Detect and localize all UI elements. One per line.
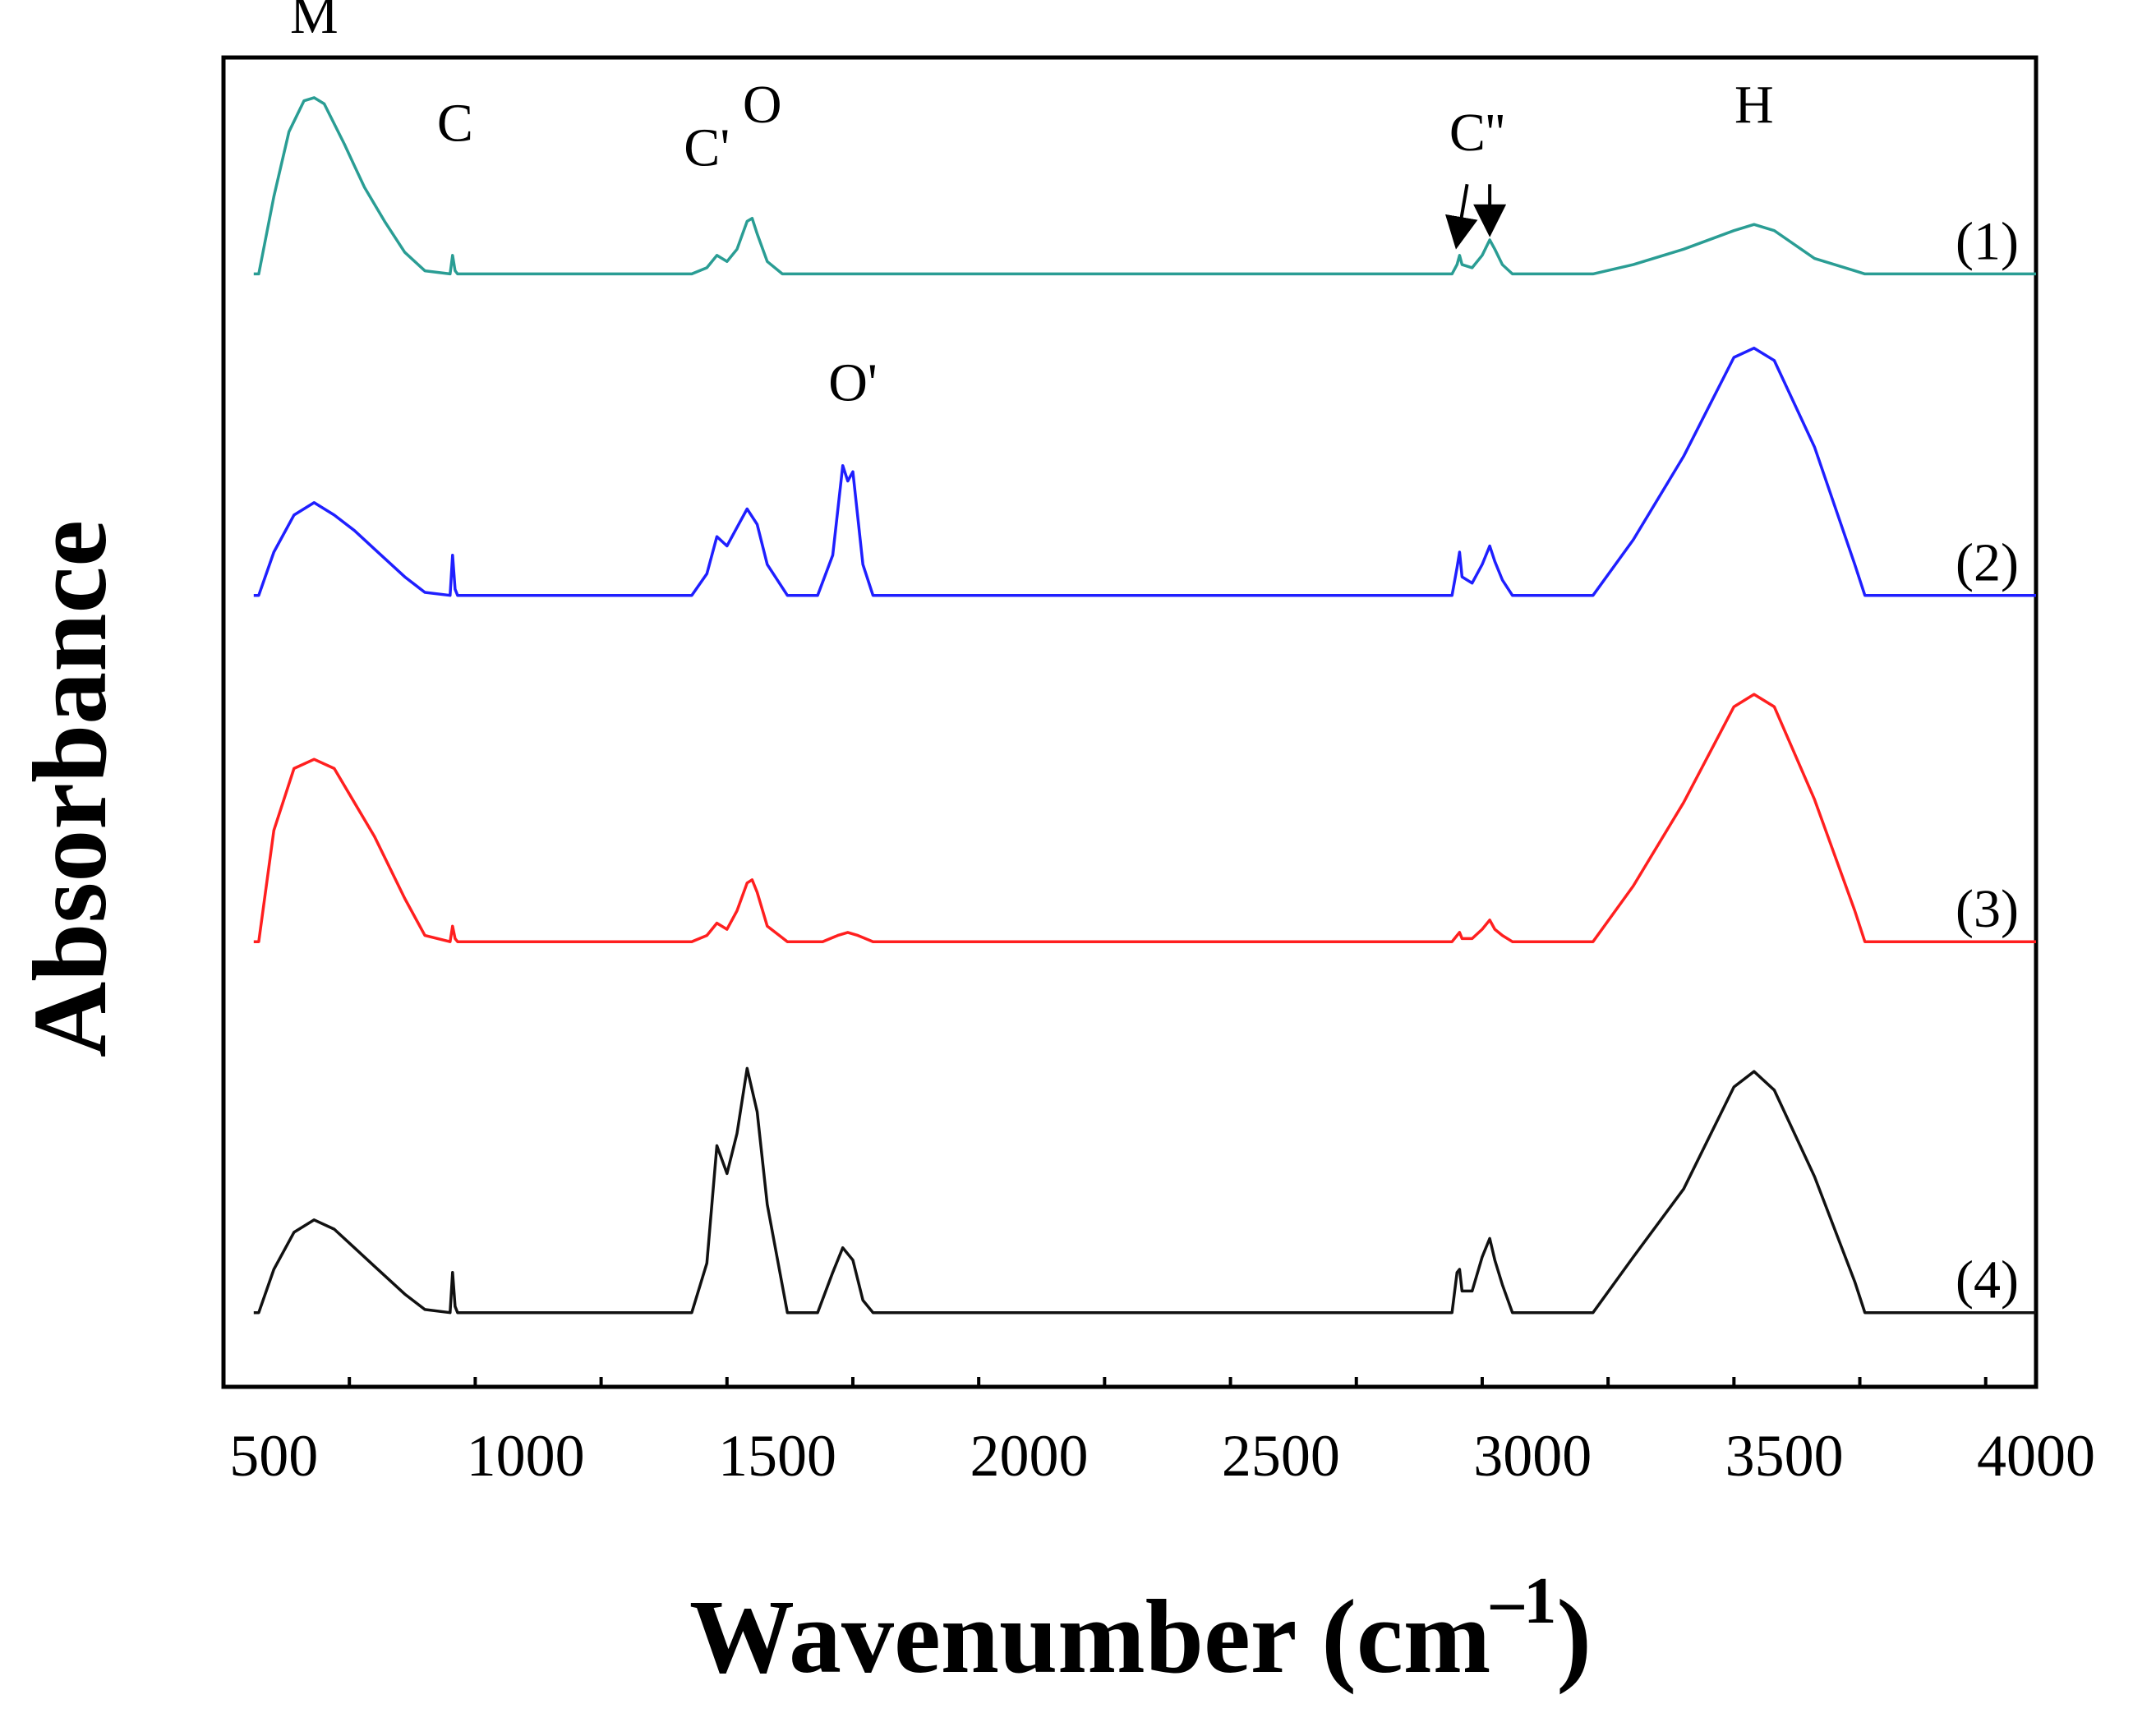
x-tick-label: 2500 (1222, 1423, 1340, 1489)
x-tick-label: 1000 (467, 1423, 585, 1489)
spectrum-line-3 (253, 693, 2036, 943)
peak-annotations: M C C'O C'' H O' (290, 0, 1774, 413)
series-label-3: (3) (1956, 879, 2019, 939)
peak-label: O (743, 75, 782, 135)
x-tick-label: 2000 (970, 1423, 1088, 1489)
x-tick-label: 3000 (1473, 1423, 1592, 1489)
series-labels: (1) (2) (3) (4) (1956, 211, 2019, 1310)
spectrum-line-2 (253, 346, 2036, 597)
peak-label: C (437, 94, 473, 154)
x-tick-label: 500 (229, 1423, 318, 1489)
x-tick-label: 3500 (1725, 1423, 1844, 1489)
peak-arrow (1444, 183, 1478, 250)
peak-label: C'' (1449, 103, 1505, 163)
series-label-2: (2) (1956, 533, 2019, 593)
plot-frame (221, 55, 2039, 1389)
series-layer (253, 96, 2036, 1315)
peak-label: H (1734, 75, 1774, 135)
y-axis-title: Absorbance (12, 520, 128, 1057)
spectrum-line-1 (253, 96, 2036, 276)
series-label-1: (1) (1956, 211, 2019, 271)
peak-label: O' (828, 353, 878, 413)
peak-label: C' (684, 118, 730, 178)
x-tick-label: 1500 (718, 1423, 836, 1489)
x-axis-title: Wavenumber (cm–1) (689, 1565, 1592, 1695)
peak-label: M (290, 0, 339, 45)
spectrum-line-4 (253, 1066, 2036, 1315)
x-axis-ticks: 500 1000 1500 2000 2500 3000 3500 4000 (222, 1377, 2095, 1489)
x-tick-label: 4000 (1977, 1423, 2095, 1489)
series-label-4: (4) (1956, 1250, 2019, 1310)
